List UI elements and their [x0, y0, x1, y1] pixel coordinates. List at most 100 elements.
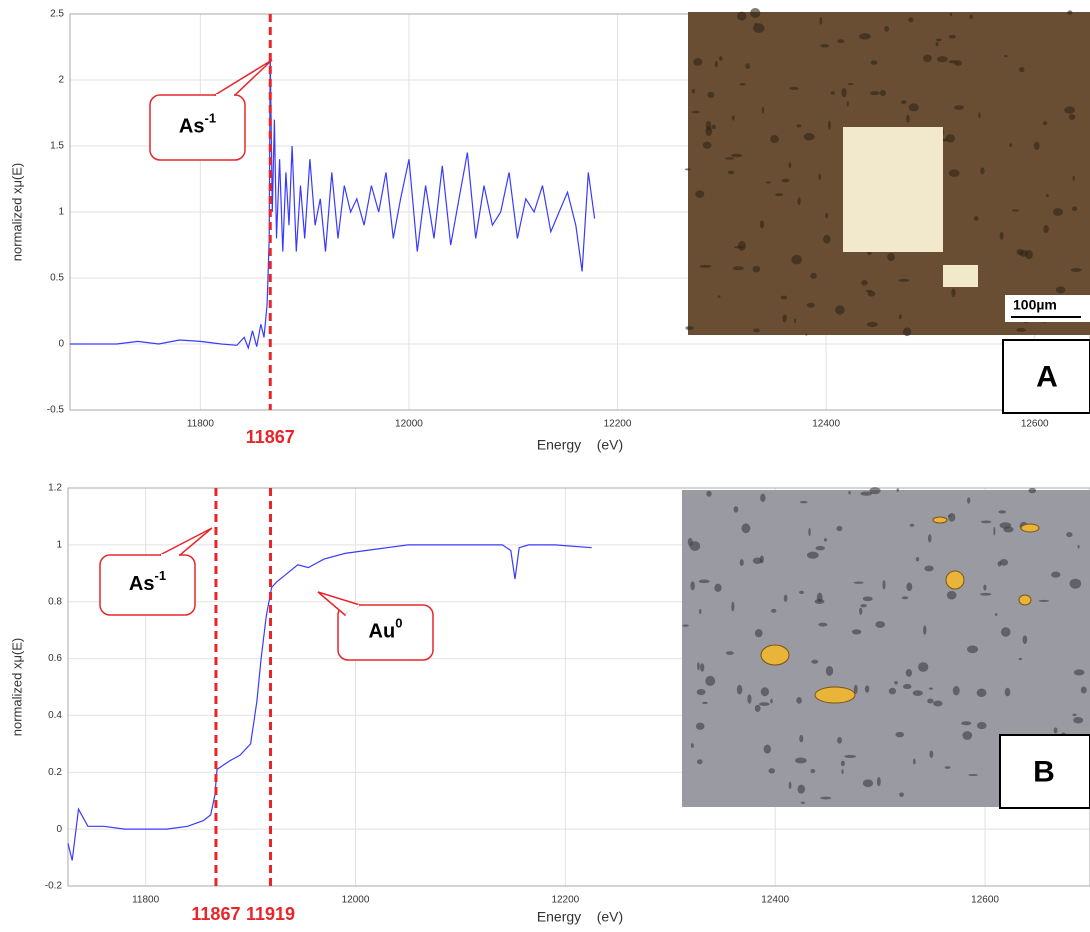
- micrograph-speck: [970, 14, 973, 19]
- micrograph-speck: [752, 266, 760, 273]
- micrograph-speck: [1004, 55, 1008, 57]
- micrograph-speck: [690, 581, 695, 590]
- micrograph-speck: [820, 44, 829, 47]
- micrograph-speck: [901, 100, 906, 104]
- y-tick-label: 0.5: [50, 273, 64, 284]
- micrograph-speck: [750, 8, 760, 18]
- micrograph-speck: [738, 241, 746, 251]
- micrograph-speck: [740, 559, 744, 566]
- micrograph-speck: [995, 613, 998, 616]
- micrograph-speck: [945, 134, 955, 142]
- micrograph-speck: [768, 768, 775, 773]
- micrograph-speck: [754, 23, 757, 25]
- micrograph-speck: [865, 685, 870, 692]
- micrograph-speck: [899, 314, 902, 319]
- x-axis-label: Energy (eV): [537, 437, 623, 453]
- micrograph-speck: [1005, 688, 1011, 697]
- micrograph-speck: [897, 488, 899, 491]
- micrograph-speck: [866, 290, 872, 293]
- micrograph-speck: [867, 322, 878, 327]
- micrograph-speck: [732, 115, 735, 120]
- micrograph-speck: [871, 60, 878, 64]
- micrograph-speck: [948, 513, 955, 522]
- micrograph-speck: [760, 220, 764, 228]
- micrograph-speck: [692, 111, 700, 114]
- micrograph-speck: [1064, 106, 1075, 113]
- scale-bar-label: 100µm: [1013, 297, 1057, 313]
- y-tick-label: 0: [56, 824, 62, 835]
- micrograph-speck: [831, 91, 835, 94]
- micrograph-speck: [913, 759, 916, 765]
- micrograph-speck: [948, 60, 957, 63]
- micrograph-speck: [859, 608, 862, 615]
- callout-superscript: -1: [205, 111, 217, 126]
- micrograph-speck: [1067, 10, 1072, 15]
- micrograph-speck: [861, 280, 868, 286]
- micrograph-speck: [884, 26, 889, 32]
- micrograph-speck: [718, 295, 721, 298]
- micrograph-speck: [1003, 526, 1013, 532]
- micrograph-speck: [998, 510, 1006, 513]
- callout-symbol: As: [129, 573, 155, 595]
- micrograph-speck: [895, 732, 904, 737]
- micrograph-speck: [682, 624, 689, 626]
- micrograph-speck: [733, 266, 744, 270]
- micrograph-speck: [1069, 114, 1075, 120]
- micrograph-speck: [974, 216, 979, 221]
- micrograph-speck: [924, 566, 933, 572]
- micrograph-speck: [949, 35, 956, 39]
- grain: [933, 517, 947, 523]
- micrograph-speck: [848, 83, 854, 85]
- x-tick-label: 12400: [761, 895, 789, 906]
- micrograph-speck: [1016, 328, 1026, 332]
- micrograph-speck: [759, 702, 770, 706]
- micrograph-speck: [961, 721, 971, 725]
- micrograph-speck: [810, 769, 815, 773]
- micrograph-speck: [841, 761, 845, 767]
- micrograph-speck: [788, 162, 791, 168]
- micrograph-speck: [1051, 572, 1060, 578]
- micrograph-speck: [699, 609, 701, 614]
- micrograph-speck: [993, 527, 995, 536]
- micrograph-speck: [791, 255, 802, 265]
- y-tick-label: 1.5: [50, 141, 64, 152]
- micrograph-speck: [1043, 225, 1049, 233]
- micrograph-speck: [699, 265, 711, 268]
- micrograph-speck: [693, 58, 702, 66]
- callout-tail: [215, 60, 272, 95]
- micrograph-speck: [1071, 268, 1082, 272]
- micrograph-speck: [781, 296, 788, 300]
- micrograph-speck: [1029, 488, 1037, 493]
- micrograph-speck: [807, 552, 819, 559]
- micrograph-speck: [1000, 232, 1004, 240]
- y-tick-label: 1: [58, 207, 64, 218]
- micrograph-speck: [860, 604, 867, 607]
- micrograph-speck: [1034, 142, 1040, 150]
- micrograph-speck: [761, 687, 769, 696]
- micrograph-speck: [953, 686, 960, 695]
- grain: [761, 645, 789, 665]
- micrograph-speck: [789, 87, 798, 90]
- micrograph-speck: [927, 699, 933, 704]
- micrograph-speck: [734, 506, 739, 512]
- micrograph-speck: [1066, 532, 1072, 537]
- micrograph-speck: [928, 534, 932, 542]
- micrograph-speck: [714, 584, 721, 592]
- micrograph-speck: [981, 520, 992, 523]
- micrograph-speck: [805, 333, 807, 335]
- micrograph-speck: [1056, 286, 1065, 293]
- micrograph-speck: [706, 491, 711, 497]
- micrograph-speck: [810, 273, 817, 279]
- micrograph-speck: [804, 133, 815, 141]
- micrograph-speck: [937, 56, 948, 62]
- micrograph-speck: [967, 497, 970, 503]
- x-tick-label: 12000: [395, 419, 423, 430]
- micrograph-speck: [983, 584, 986, 590]
- grain: [943, 265, 978, 287]
- micrograph-speck: [1072, 714, 1076, 716]
- grain: [815, 687, 855, 703]
- micrograph-speck: [818, 623, 827, 627]
- micrograph-speck: [762, 107, 764, 114]
- micrograph-speck: [794, 318, 796, 323]
- micrograph-speck: [933, 700, 943, 706]
